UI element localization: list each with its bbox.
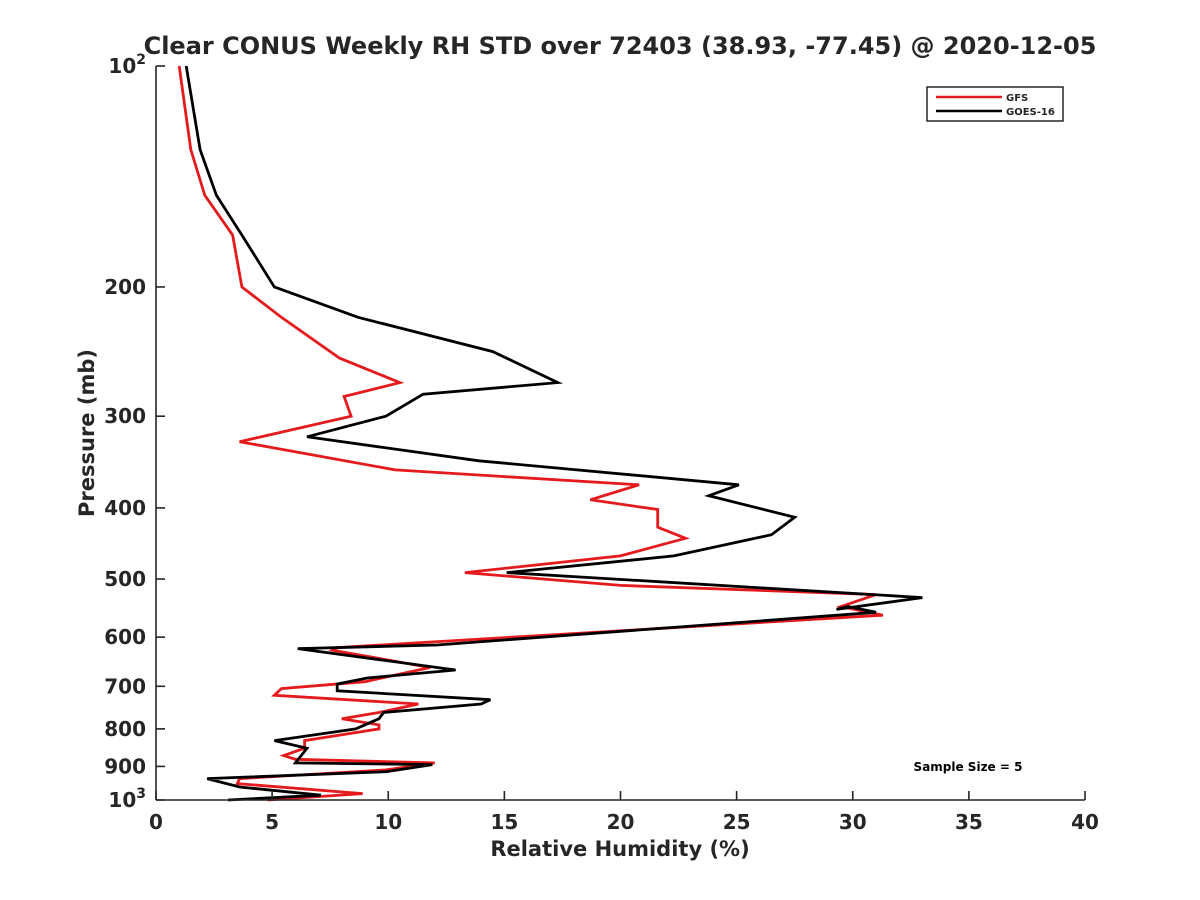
x-tick-label: 20 (607, 810, 635, 834)
x-tick-label: 35 (955, 810, 983, 834)
legend-box (926, 86, 1064, 122)
y-tick-label: 600 (104, 625, 146, 649)
x-tick-label: 40 (1071, 810, 1099, 834)
x-tick-label: 30 (839, 810, 867, 834)
y-tick-label: 500 (104, 567, 146, 591)
y-tick-label: 103 (108, 786, 146, 812)
x-tick-label: 5 (265, 810, 279, 834)
y-tick-label: 800 (104, 717, 146, 741)
y-tick-label: 900 (104, 754, 146, 778)
x-tick-label: 25 (723, 810, 751, 834)
y-tick-label: 400 (104, 496, 146, 520)
legend-label-gfs: GFS (1006, 93, 1028, 104)
y-axis-label: Pressure (mb) (75, 349, 99, 517)
y-tick-label: 700 (104, 674, 146, 698)
y-tick-label: 102 (108, 52, 146, 78)
series-line-gfs (177, 65, 884, 802)
x-tick-label: 10 (374, 810, 402, 834)
y-tick-label: 200 (104, 275, 146, 299)
x-axis-label: Relative Humidity (%) (490, 837, 749, 861)
chart-title: Clear CONUS Weekly RH STD over 72403 (38… (144, 32, 1097, 60)
axes: 0 5 10 15 20 25 30 35 40 102 200 300 400 500 600 700 800… (104, 52, 1099, 834)
plot-area (177, 65, 923, 802)
sample-size-annotation: Sample Size = 5 (914, 760, 1023, 774)
legend-label-goes16: GOES-16 (1006, 107, 1055, 118)
x-tick-label: 15 (490, 810, 518, 834)
series-line-goes16 (184, 65, 923, 802)
y-tick-label: 300 (104, 404, 146, 428)
x-tick-label: 0 (149, 810, 163, 834)
legend: GFS GOES-16 (926, 86, 1064, 122)
